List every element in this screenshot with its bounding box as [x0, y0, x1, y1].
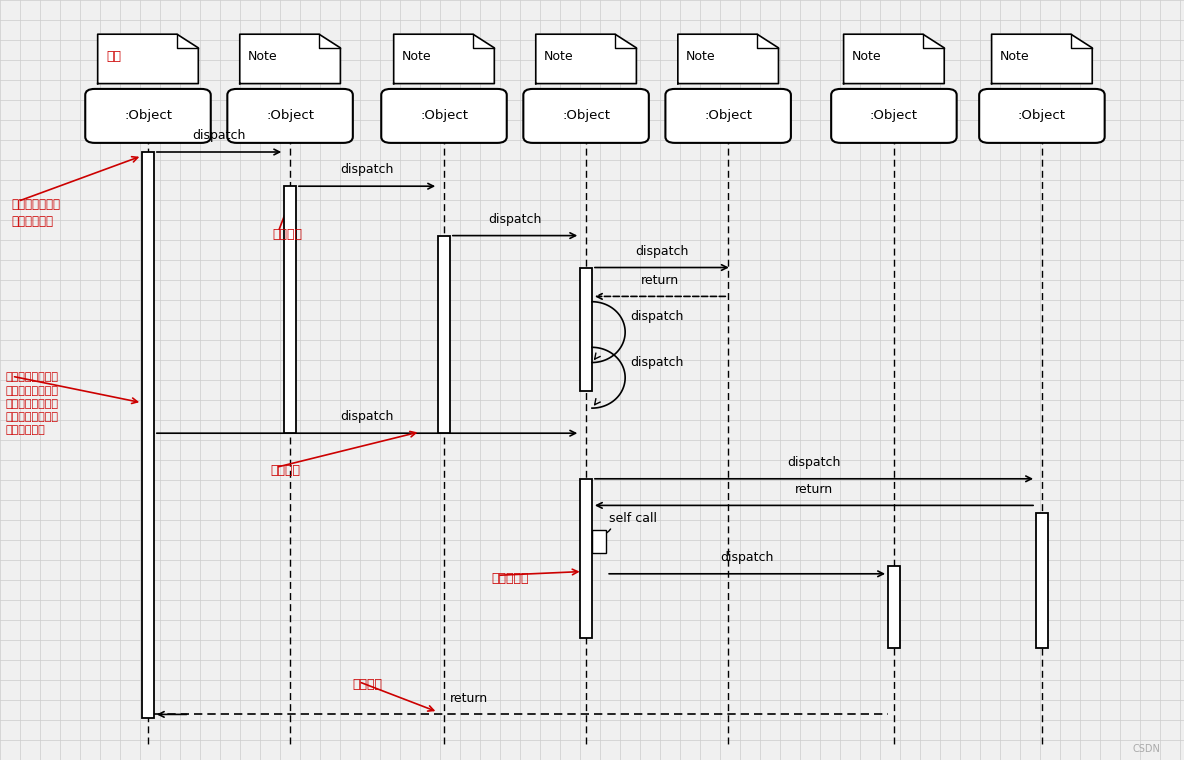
Bar	[142, 152, 154, 718]
Bar	[284, 186, 296, 433]
Polygon shape	[843, 34, 945, 84]
Polygon shape	[239, 34, 341, 84]
Text: Note: Note	[545, 50, 574, 63]
Text: dispatch: dispatch	[630, 310, 683, 323]
Text: return: return	[450, 692, 488, 705]
Text: :Object: :Object	[420, 109, 468, 122]
FancyBboxPatch shape	[665, 89, 791, 143]
Polygon shape	[97, 34, 199, 84]
Text: 反身消息：: 反身消息：	[491, 572, 529, 584]
Text: self call: self call	[609, 512, 657, 525]
Bar	[438, 236, 450, 433]
Text: dispatch: dispatch	[488, 213, 542, 226]
Text: Note: Note	[687, 50, 716, 63]
Bar	[580, 479, 592, 638]
Bar	[592, 530, 606, 553]
Bar	[1036, 513, 1048, 648]
FancyBboxPatch shape	[979, 89, 1105, 143]
Text: :Object: :Object	[1018, 109, 1066, 122]
FancyBboxPatch shape	[523, 89, 649, 143]
Text: Note: Note	[249, 50, 278, 63]
Text: dispatch: dispatch	[787, 456, 841, 469]
Polygon shape	[535, 34, 637, 84]
Text: return: return	[794, 483, 834, 496]
Text: Note: Note	[403, 50, 432, 63]
FancyBboxPatch shape	[227, 89, 353, 143]
Text: CSDN: CSDN	[1132, 744, 1160, 754]
Polygon shape	[677, 34, 779, 84]
Text: 对象: 对象	[107, 50, 121, 63]
Text: :Object: :Object	[124, 109, 172, 122]
Text: dispatch: dispatch	[192, 129, 246, 142]
Text: dispatch: dispatch	[720, 551, 774, 564]
Text: return: return	[641, 274, 680, 287]
Text: :Object: :Object	[870, 109, 918, 122]
Text: 返回消息: 返回消息	[353, 678, 382, 691]
Text: 控制焦点：表示时
间段的符号，在这
个时间段中对象将
执行相应的操作，
用小矩形表示: 控制焦点：表示时 间段的符号，在这 个时间段中对象将 执行相应的操作， 用小矩形…	[6, 372, 59, 435]
FancyBboxPatch shape	[831, 89, 957, 143]
FancyBboxPatch shape	[381, 89, 507, 143]
Polygon shape	[393, 34, 495, 84]
FancyBboxPatch shape	[85, 89, 211, 143]
Text: dispatch: dispatch	[635, 245, 689, 258]
Bar	[888, 566, 900, 648]
Text: Note: Note	[999, 50, 1030, 63]
Text: :Object: :Object	[562, 109, 610, 122]
Text: dispatch: dispatch	[340, 410, 394, 423]
Text: 同步消息: 同步消息	[272, 228, 302, 241]
Text: dispatch: dispatch	[630, 356, 683, 369]
Text: :Object: :Object	[704, 109, 752, 122]
Bar	[580, 268, 592, 391]
Text: 异步消息: 异步消息	[270, 464, 300, 477]
Text: :Object: :Object	[266, 109, 314, 122]
Text: dispatch: dispatch	[340, 163, 394, 176]
Text: Note: Note	[852, 50, 882, 63]
Text: 生命线：表示对
象存在的时间: 生命线：表示对 象存在的时间	[12, 198, 60, 227]
Polygon shape	[992, 34, 1093, 84]
